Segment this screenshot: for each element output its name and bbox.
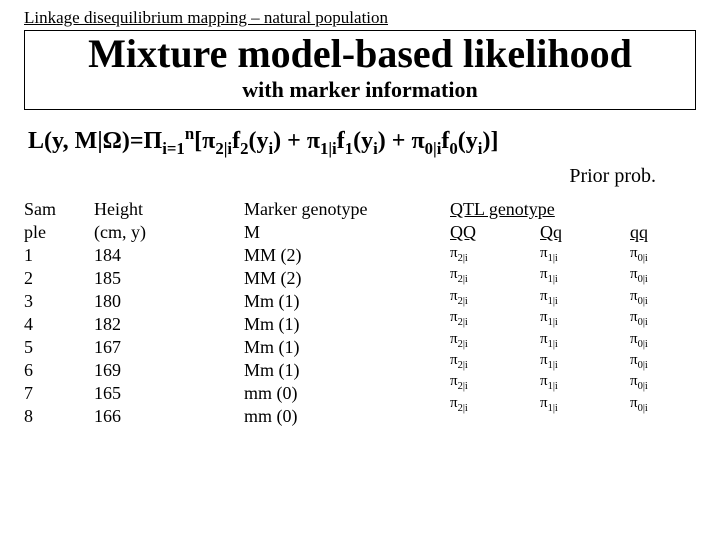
qtl-title: QTL genotype [450,198,696,221]
breadcrumb: Linkage disequilibrium mapping – natural… [24,8,696,28]
table-row: π2|iπ1|iπ0|i [450,351,696,372]
title-box: Mixture model-based likelihood with mark… [24,30,696,110]
table-row: π2|iπ1|iπ0|i [450,394,696,415]
likelihood-formula: L(y, M|Ω)=Πi=1n[π2|if2(yi) + π1|if1(yi) … [28,124,696,159]
table-cell: Mm (1) [244,313,444,336]
table-cell: mm (0) [244,405,444,428]
col-marker: Marker genotype M MM (2) MM (2) Mm (1) M… [244,198,444,428]
col-header: ple [24,221,94,244]
col-qtl: QTL genotype QQ Qq qq π2|iπ1|iπ0|iπ2|iπ1… [444,198,696,428]
col-header: Marker genotype [244,198,444,221]
col-header: (cm, y) [94,221,244,244]
col-height: Height (cm, y) 184 185 180 182 167 169 1… [94,198,244,428]
table-cell: 166 [94,405,244,428]
table-cell: MM (2) [244,244,444,267]
table-cell: 6 [24,359,94,382]
table-cell: 4 [24,313,94,336]
col-header: Height [94,198,244,221]
table-cell: MM (2) [244,267,444,290]
col-sample: Sam ple 1 2 3 4 5 6 7 8 [24,198,94,428]
table-row: π2|iπ1|iπ0|i [450,330,696,351]
table-row: π2|iπ1|iπ0|i [450,287,696,308]
table-cell: 180 [94,290,244,313]
table-row: π2|iπ1|iπ0|i [450,308,696,329]
table-cell: 182 [94,313,244,336]
table-cell: mm (0) [244,382,444,405]
table-cell: Mm (1) [244,336,444,359]
table-cell: 165 [94,382,244,405]
table-cell: Mm (1) [244,359,444,382]
table-row: π2|iπ1|iπ0|i [450,265,696,286]
col-header: M [244,221,444,244]
table-cell: 2 [24,267,94,290]
page-subtitle: with marker information [33,77,687,103]
table-row: π2|iπ1|iπ0|i [450,244,696,265]
table-row: π2|iπ1|iπ0|i [450,372,696,393]
table-cell: 184 [94,244,244,267]
table-cell: 185 [94,267,244,290]
table-cell: 167 [94,336,244,359]
prior-prob-label: Prior prob. [24,165,656,188]
table-cell: 8 [24,405,94,428]
table-cell: 5 [24,336,94,359]
col-header: Sam [24,198,94,221]
data-table: Sam ple 1 2 3 4 5 6 7 8 Height (cm, y) 1… [24,198,696,428]
table-cell: 7 [24,382,94,405]
qtl-subheader: QQ Qq qq [450,221,696,244]
table-cell: 3 [24,290,94,313]
table-cell: 1 [24,244,94,267]
table-cell: Mm (1) [244,290,444,313]
table-cell: 169 [94,359,244,382]
page-title: Mixture model-based likelihood [33,33,687,75]
